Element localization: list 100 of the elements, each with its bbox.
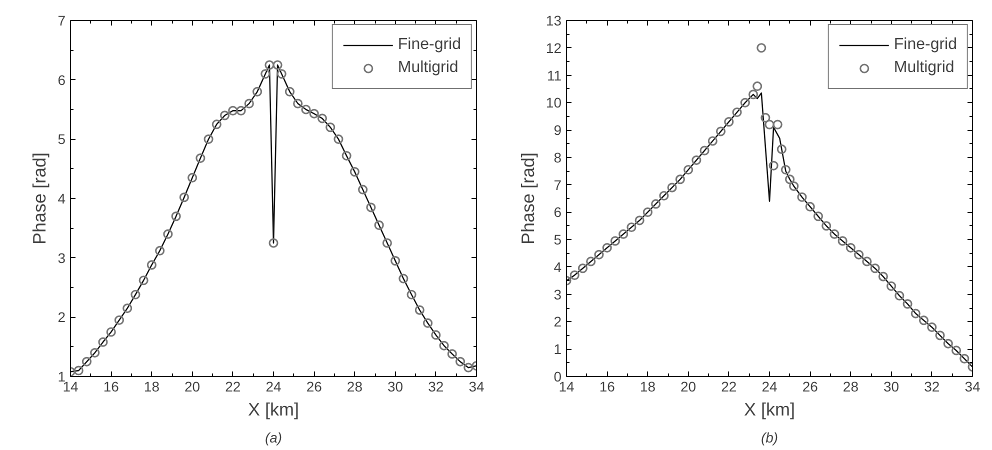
point bbox=[122, 303, 132, 314]
point bbox=[846, 243, 856, 253]
point bbox=[943, 338, 953, 348]
x-tick-label: 34 bbox=[468, 378, 484, 394]
point bbox=[212, 120, 222, 130]
legend-label: Multigrid bbox=[398, 59, 458, 77]
y-tick-label: 7 bbox=[58, 12, 66, 28]
point bbox=[716, 126, 726, 136]
point bbox=[684, 164, 694, 175]
point bbox=[264, 60, 274, 70]
point bbox=[960, 354, 970, 364]
point bbox=[764, 120, 774, 130]
point bbox=[374, 220, 384, 230]
point bbox=[228, 106, 238, 116]
x-tick-label: 24 bbox=[762, 378, 778, 394]
x-axis-title: X [km] bbox=[744, 400, 796, 420]
point bbox=[951, 346, 962, 356]
point bbox=[822, 221, 832, 231]
line-series bbox=[566, 92, 972, 368]
point bbox=[74, 366, 84, 376]
x-tick-label: 30 bbox=[388, 378, 404, 394]
point bbox=[756, 43, 766, 53]
point bbox=[82, 356, 92, 366]
y-axis-title: Phase [rad] bbox=[518, 152, 538, 245]
x-tick-label: 20 bbox=[680, 378, 696, 394]
point bbox=[252, 86, 262, 96]
point bbox=[382, 238, 392, 248]
point bbox=[464, 362, 474, 372]
y-tick-label: 1 bbox=[554, 341, 562, 358]
point bbox=[196, 153, 206, 163]
point bbox=[358, 184, 368, 194]
point bbox=[130, 290, 140, 300]
legend-label: Fine-grid bbox=[398, 36, 461, 54]
point bbox=[667, 182, 677, 192]
point bbox=[90, 348, 100, 358]
point bbox=[708, 136, 718, 146]
point bbox=[878, 272, 888, 282]
text: (a) bbox=[264, 430, 282, 446]
point bbox=[220, 110, 230, 120]
point bbox=[146, 260, 156, 270]
point bbox=[163, 229, 173, 239]
point bbox=[106, 327, 116, 337]
point bbox=[570, 270, 580, 280]
point bbox=[752, 81, 762, 92]
point bbox=[772, 120, 782, 130]
point bbox=[317, 114, 328, 124]
legend-label: Multigrid bbox=[894, 59, 954, 77]
point bbox=[244, 98, 254, 108]
point bbox=[236, 106, 246, 116]
y-tick-label: 12 bbox=[546, 40, 562, 56]
point bbox=[586, 256, 596, 266]
x-tick-label: 22 bbox=[225, 378, 241, 394]
point bbox=[414, 305, 424, 315]
point bbox=[578, 264, 588, 274]
point bbox=[439, 340, 449, 350]
point bbox=[902, 299, 912, 309]
y-tick-label: 6 bbox=[58, 72, 66, 88]
x-axis-title: X [km] bbox=[248, 400, 300, 420]
point bbox=[326, 122, 336, 132]
y-tick-label: 3 bbox=[554, 286, 562, 302]
x-tick-label: 26 bbox=[306, 378, 322, 394]
y-tick-label: 3 bbox=[58, 250, 66, 266]
point bbox=[780, 164, 791, 175]
x-tick-label: 18 bbox=[144, 378, 160, 394]
point bbox=[918, 316, 929, 326]
point bbox=[760, 112, 770, 123]
text: (b) bbox=[760, 430, 778, 446]
point bbox=[797, 192, 807, 202]
point bbox=[188, 172, 198, 183]
point bbox=[740, 98, 750, 108]
point bbox=[179, 192, 189, 202]
point bbox=[838, 236, 848, 246]
point bbox=[390, 256, 400, 266]
x-tick-label: 20 bbox=[184, 378, 200, 394]
point bbox=[301, 104, 311, 114]
point bbox=[692, 155, 702, 165]
point bbox=[260, 69, 270, 79]
point bbox=[594, 250, 604, 260]
x-tick-label: 34 bbox=[964, 378, 980, 394]
point bbox=[935, 330, 945, 340]
x-tick-label: 22 bbox=[721, 378, 737, 394]
point bbox=[422, 318, 433, 328]
point bbox=[618, 229, 628, 239]
point bbox=[651, 199, 661, 209]
point bbox=[886, 281, 896, 291]
point bbox=[732, 107, 742, 118]
y-axis-title: Phase [rad] bbox=[30, 152, 50, 245]
y-tick-label: 8 bbox=[554, 149, 562, 166]
legend-label: Fine-grid bbox=[894, 36, 957, 54]
y-tick-label: 10 bbox=[546, 94, 562, 111]
y-tick-label: 2 bbox=[58, 309, 66, 326]
y-tick-label: 9 bbox=[554, 122, 562, 138]
x-tick-label: 28 bbox=[346, 378, 363, 394]
point bbox=[862, 256, 872, 266]
point bbox=[284, 86, 295, 96]
point bbox=[155, 246, 165, 256]
point bbox=[350, 167, 360, 177]
x-tick-label: 30 bbox=[884, 378, 900, 394]
point bbox=[98, 337, 108, 347]
point bbox=[870, 264, 880, 274]
